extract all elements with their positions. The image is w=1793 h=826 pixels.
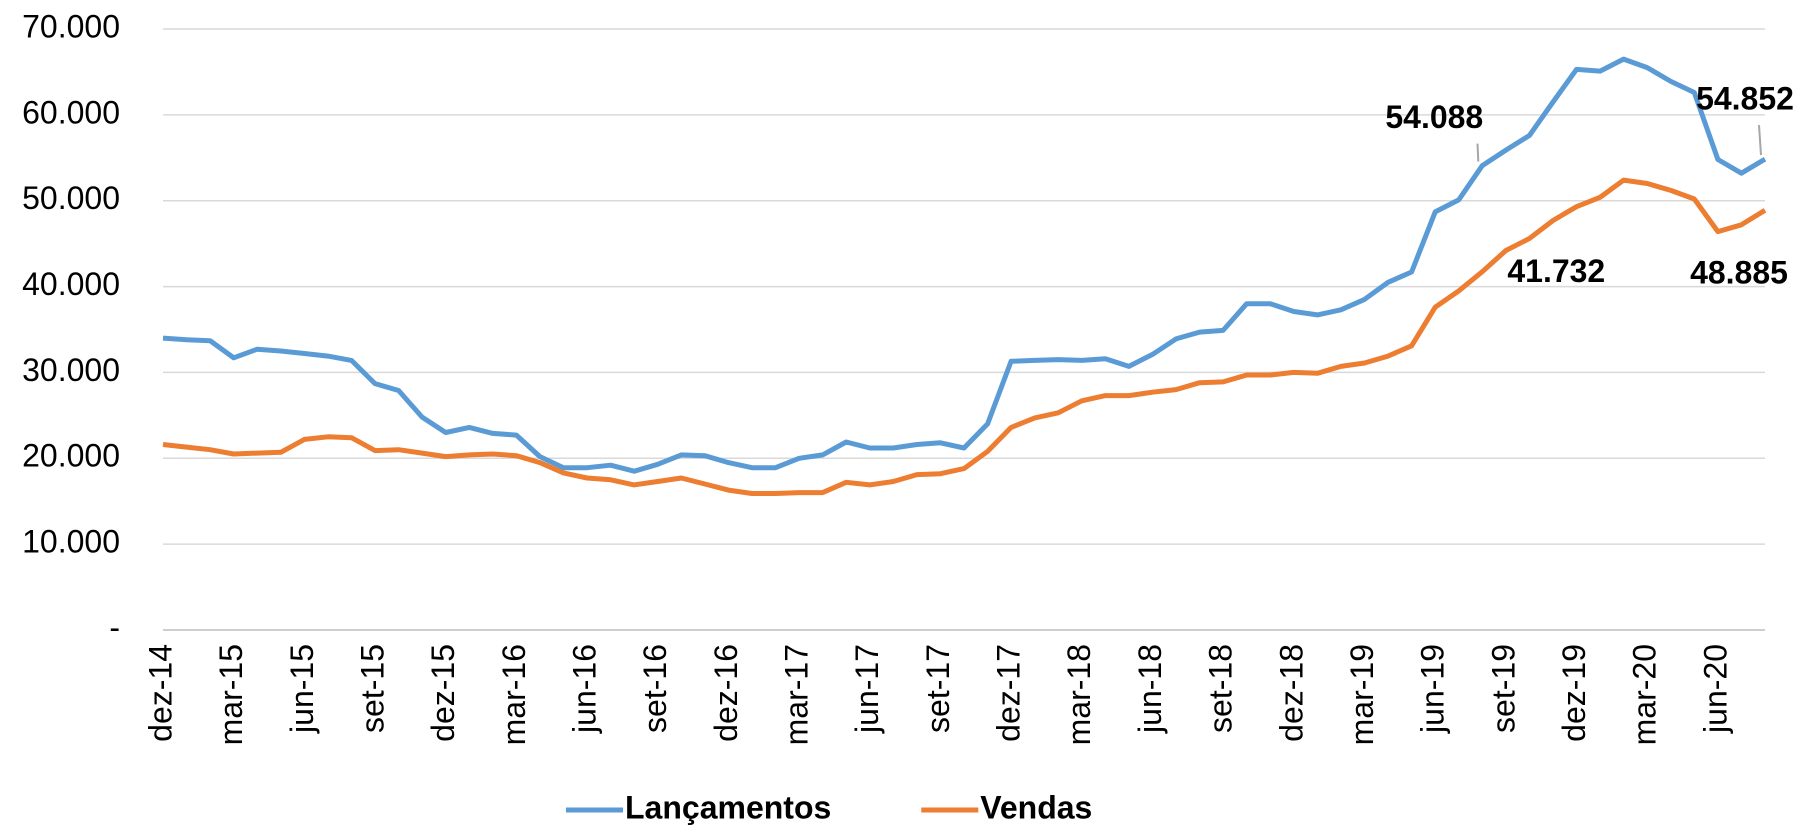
x-tick-label: jun-18 — [1132, 644, 1168, 734]
data-label: 54.088 — [1385, 99, 1483, 135]
x-tick-label: jun-19 — [1415, 644, 1451, 734]
y-tick-label: - — [109, 609, 120, 645]
x-tick-label: dez-15 — [425, 644, 461, 742]
x-tick-label: dez-19 — [1556, 644, 1592, 742]
x-tick-label: jun-16 — [567, 644, 603, 734]
x-tick-label: set-17 — [920, 644, 956, 733]
data-label: 41.732 — [1507, 253, 1605, 289]
y-tick-label: 20.000 — [22, 438, 120, 474]
legend-label: Lançamentos — [625, 789, 831, 825]
x-tick-label: jun-20 — [1697, 644, 1733, 734]
data-label: 54.852 — [1696, 81, 1793, 117]
x-tick-label: mar-20 — [1627, 644, 1663, 745]
y-tick-label: 50.000 — [22, 180, 120, 216]
series-line — [162, 177, 1767, 496]
x-tick-label: dez-18 — [1273, 644, 1309, 742]
x-tick-label: jun-17 — [849, 644, 885, 734]
series-line — [162, 56, 1767, 474]
x-tick-label: set-15 — [354, 644, 390, 733]
x-tick-label: mar-15 — [213, 644, 249, 745]
y-tick-label: 30.000 — [22, 352, 120, 388]
x-tick-label: mar-16 — [496, 644, 532, 745]
x-tick-label: dez-17 — [991, 644, 1027, 742]
x-tick-label: mar-17 — [779, 644, 815, 745]
x-tick-label: set-18 — [1203, 644, 1239, 733]
x-tick-label: mar-19 — [1344, 644, 1380, 745]
y-tick-label: 60.000 — [22, 94, 120, 130]
y-tick-label: 10.000 — [22, 524, 120, 560]
x-tick-label: set-16 — [637, 644, 673, 733]
x-tick-label: mar-18 — [1061, 644, 1097, 745]
y-tick-label: 40.000 — [22, 266, 120, 302]
data-label: 48.885 — [1690, 255, 1788, 291]
x-tick-label: dez-14 — [142, 644, 178, 742]
leader-line — [1758, 124, 1762, 156]
x-tick-label: set-19 — [1485, 644, 1521, 733]
leader-line — [1476, 143, 1480, 162]
x-tick-label: jun-15 — [284, 644, 320, 734]
legend-label: Vendas — [980, 789, 1092, 825]
y-tick-label: 70.000 — [22, 8, 120, 44]
x-tick-label: dez-16 — [708, 644, 744, 742]
